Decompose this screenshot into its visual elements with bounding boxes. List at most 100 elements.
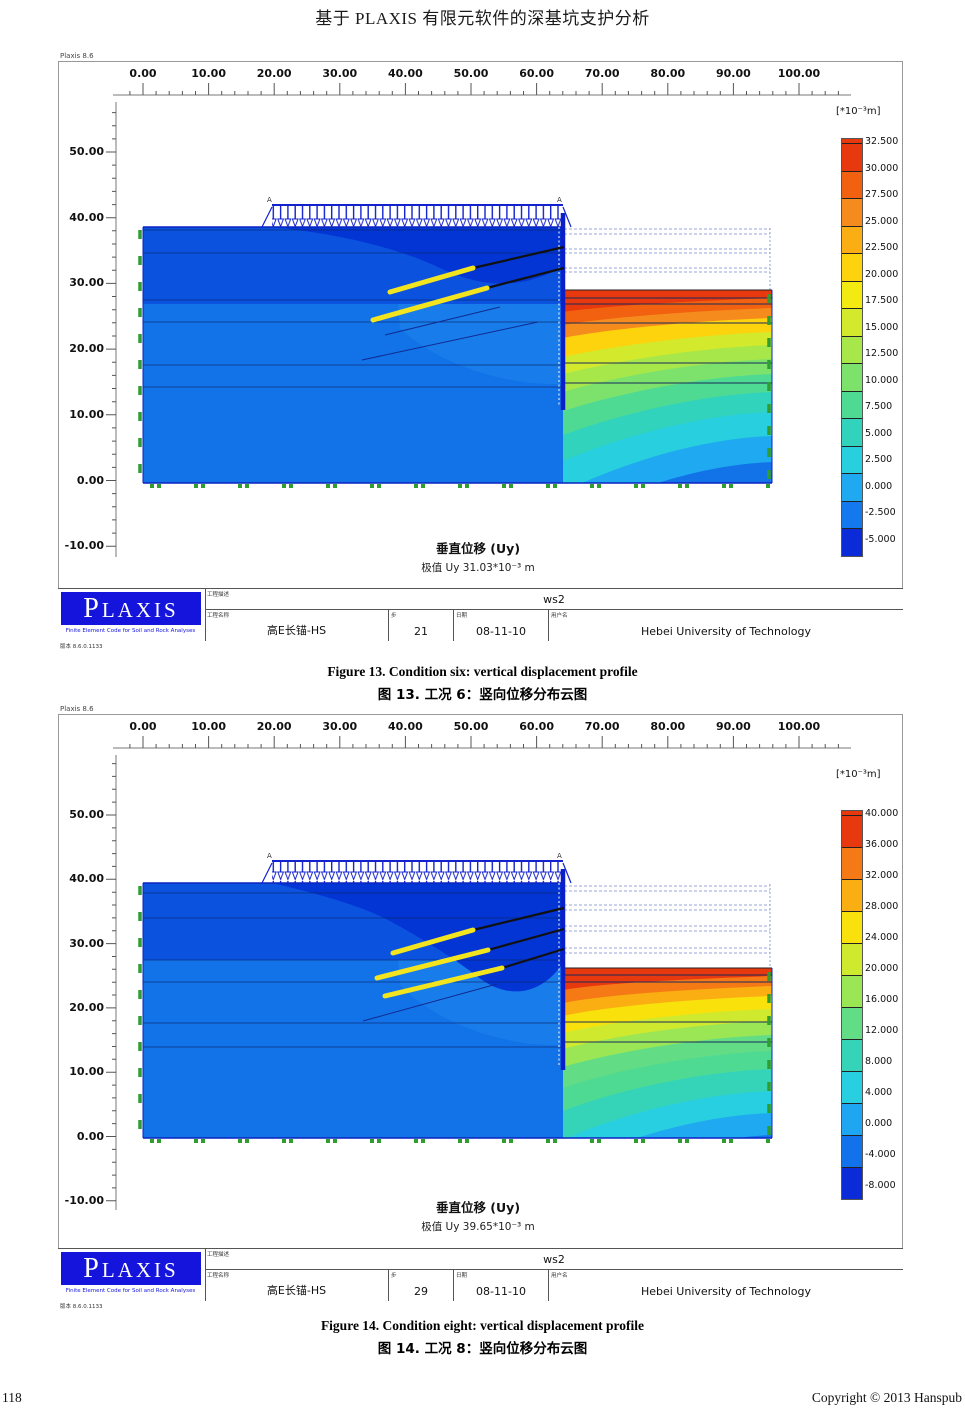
window-title: Plaxis 8.6 [60, 705, 94, 713]
step-value: 21 [414, 625, 428, 638]
legend-band [842, 280, 862, 308]
legend-band [842, 1071, 862, 1103]
project-description-cell: 工程描述 ws2 [205, 1249, 903, 1269]
legend-band [842, 1167, 862, 1199]
legend-band [842, 308, 862, 336]
user-label: 用户名 [551, 613, 568, 619]
figure13-caption-zh: 图 13. 工况 6：竖向位移分布云图 [377, 687, 588, 703]
legend-unit-label: [*10⁻³m] [836, 106, 881, 117]
legend-band [842, 1039, 862, 1071]
load-marker-a-right: A [557, 852, 562, 860]
window-title: Plaxis 8.6 [60, 52, 94, 60]
legend-band [842, 943, 862, 975]
project-name-value: 高E长锚-HS [266, 1284, 327, 1297]
plot-title: 垂直位移 (Uy) [435, 1200, 521, 1215]
legend-unit-label: [*10⁻³m] [836, 769, 881, 780]
step-cell: 步 29 [388, 1269, 453, 1301]
plaxis-logo: PLAXIS [61, 1252, 201, 1285]
surcharge-load [261, 204, 572, 228]
soil-body [143, 883, 563, 1138]
legend-band [842, 335, 862, 363]
excavation-pit [563, 883, 772, 969]
load-marker-a-left: A [267, 852, 272, 860]
plaxis-logo-cell: PLAXIS Finite Element Code for Soil and … [58, 589, 206, 641]
legend-band [842, 139, 862, 143]
legend-band [842, 1103, 862, 1135]
plaxis-logo-tagline: Finite Element Code for Soil and Rock An… [65, 628, 196, 634]
project-name-label: 工程名称 [207, 613, 230, 619]
project-name-cell: 工程名称 高E长锚-HS [205, 1269, 388, 1301]
figure14-caption-zh: 图 14. 工况 8：竖向位移分布云图 [377, 1341, 588, 1357]
project-name-value: 高E长锚-HS [266, 624, 327, 637]
page-title: 基于 PLAXIS 有限元软件的深基坑支护分析 [315, 9, 650, 28]
contour-plot-figure13: A A [58, 61, 903, 641]
project-description-label: 工程描述 [207, 592, 230, 598]
soil-body [143, 227, 563, 483]
legend-band [842, 911, 862, 943]
project-description-label: 工程描述 [207, 1252, 230, 1258]
plaxis-version: 版本 8.6.0.1133 [60, 644, 103, 650]
plaxis-logo-tagline: Finite Element Code for Soil and Rock An… [65, 1288, 196, 1294]
legend-colorbar [841, 138, 863, 557]
plot-extreme-value: 极值 Uy 39.65*10⁻³ m [421, 1221, 535, 1233]
legend-band [842, 1007, 862, 1039]
user-value: Hebei University of Technology [640, 1285, 812, 1298]
legend-band [842, 847, 862, 879]
date-cell: 日期 08-11-10 [453, 609, 548, 641]
info-table: PLAXIS Finite Element Code for Soil and … [58, 1248, 903, 1301]
figure13-caption: Figure 13. Condition six: vertical displ… [0, 664, 965, 703]
legend-band [842, 143, 862, 171]
figure14-caption: Figure 14. Condition eight: vertical dis… [0, 1318, 965, 1357]
user-label: 用户名 [551, 1273, 568, 1279]
plaxis-logo: PLAXIS [61, 592, 201, 625]
legend-band [842, 815, 862, 847]
legend-band [842, 363, 862, 391]
contour-plot-figure14: A A [58, 714, 903, 1301]
plaxis-window-figure13: Plaxis 8.6 [58, 52, 903, 655]
project-name-label: 工程名称 [207, 1273, 230, 1279]
legend-band [842, 500, 862, 528]
excavation-pit [563, 227, 772, 291]
soil-layer-lines [143, 892, 772, 1048]
plaxis-version: 版本 8.6.0.1133 [60, 1304, 103, 1310]
user-value: Hebei University of Technology [640, 625, 812, 638]
diaphragm-wall [558, 869, 566, 1070]
legend-band [842, 418, 862, 446]
legend-band [842, 879, 862, 911]
plaxis-window-figure14: Plaxis 8.6 [58, 705, 903, 1313]
legend-band [842, 445, 862, 473]
step-label: 步 [391, 613, 397, 619]
diaphragm-wall [558, 213, 566, 410]
legend-band [842, 390, 862, 418]
load-marker-a-left: A [267, 196, 272, 204]
plaxis-logo-cell: PLAXIS Finite Element Code for Soil and … [58, 1249, 206, 1301]
soil-layer-lines [143, 229, 772, 388]
ruler-ticks [106, 83, 839, 547]
ruler-ticks [106, 736, 839, 1202]
heave-contour-bands [563, 968, 772, 1138]
project-description-value: ws2 [543, 1253, 565, 1266]
project-name-cell: 工程名称 高E长锚-HS [205, 609, 388, 641]
legend-band [842, 1135, 862, 1167]
project-description-cell: 工程描述 ws2 [205, 589, 903, 609]
date-cell: 日期 08-11-10 [453, 1269, 548, 1301]
ground-anchors [362, 906, 565, 1022]
legend-band [842, 975, 862, 1007]
legend-band [842, 225, 862, 253]
legend-band [842, 811, 862, 815]
heave-contour-bands [563, 290, 772, 483]
legend-band [842, 253, 862, 281]
step-cell: 步 21 [388, 609, 453, 641]
ground-anchors [361, 245, 565, 361]
surcharge-load [261, 860, 572, 884]
user-cell: 用户名 Hebei University of Technology [548, 609, 903, 641]
date-label: 日期 [456, 613, 468, 619]
date-value: 08-11-10 [476, 1285, 526, 1298]
step-label: 步 [391, 1273, 397, 1279]
legend-band [842, 528, 862, 556]
step-value: 29 [414, 1285, 428, 1298]
legend-band [842, 473, 862, 501]
page-number: 118 [2, 1390, 22, 1405]
load-marker-a-right: A [557, 196, 562, 204]
